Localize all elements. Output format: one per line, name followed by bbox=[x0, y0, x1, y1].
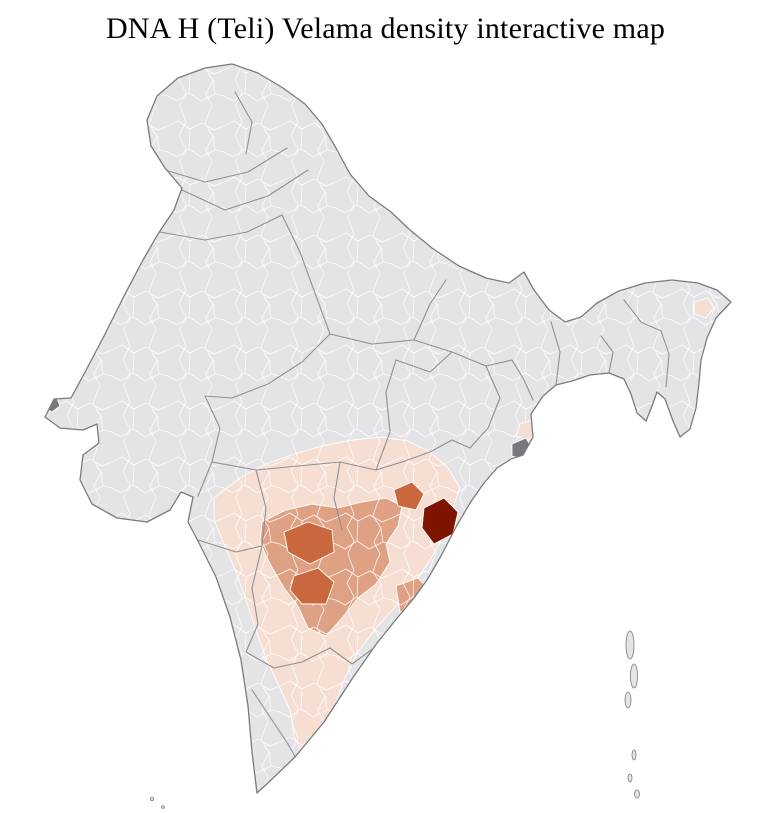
district-mesh-overlay bbox=[45, 64, 731, 793]
lakshadweep-islands bbox=[149, 797, 165, 809]
density-region-high[interactable] bbox=[393, 481, 425, 511]
andaman-nicobar-islands bbox=[624, 630, 640, 799]
map-title: DNA H (Teli) Velama density interactive … bbox=[105, 12, 666, 45]
density-region-high[interactable] bbox=[289, 567, 335, 605]
india-outline bbox=[44, 63, 732, 794]
state-borders bbox=[159, 91, 670, 763]
density-district-low[interactable] bbox=[693, 297, 715, 319]
density-region-high[interactable] bbox=[283, 521, 335, 565]
